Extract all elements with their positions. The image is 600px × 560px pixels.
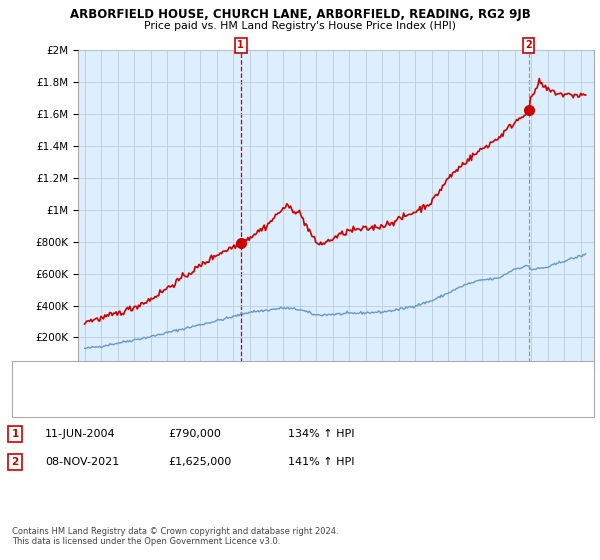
Text: 1: 1 (238, 40, 244, 50)
Text: £1,625,000: £1,625,000 (168, 457, 231, 467)
Text: HPI: Average price, detached house, Wokingham: HPI: Average price, detached house, Woki… (54, 390, 275, 399)
Text: 1: 1 (11, 429, 19, 439)
Text: 08-NOV-2021: 08-NOV-2021 (45, 457, 119, 467)
Text: ARBORFIELD HOUSE, CHURCH LANE, ARBORFIELD, READING, RG2 9JB (detached house): ARBORFIELD HOUSE, CHURCH LANE, ARBORFIEL… (54, 371, 450, 380)
Text: £790,000: £790,000 (168, 429, 221, 439)
Text: 2: 2 (525, 40, 532, 50)
Text: 11-JUN-2004: 11-JUN-2004 (45, 429, 116, 439)
Text: 141% ↑ HPI: 141% ↑ HPI (288, 457, 355, 467)
Text: 134% ↑ HPI: 134% ↑ HPI (288, 429, 355, 439)
Text: Contains HM Land Registry data © Crown copyright and database right 2024.
This d: Contains HM Land Registry data © Crown c… (12, 526, 338, 546)
Text: 2: 2 (11, 457, 19, 467)
Text: ARBORFIELD HOUSE, CHURCH LANE, ARBORFIELD, READING, RG2 9JB: ARBORFIELD HOUSE, CHURCH LANE, ARBORFIEL… (70, 8, 530, 21)
Text: Price paid vs. HM Land Registry's House Price Index (HPI): Price paid vs. HM Land Registry's House … (144, 21, 456, 31)
